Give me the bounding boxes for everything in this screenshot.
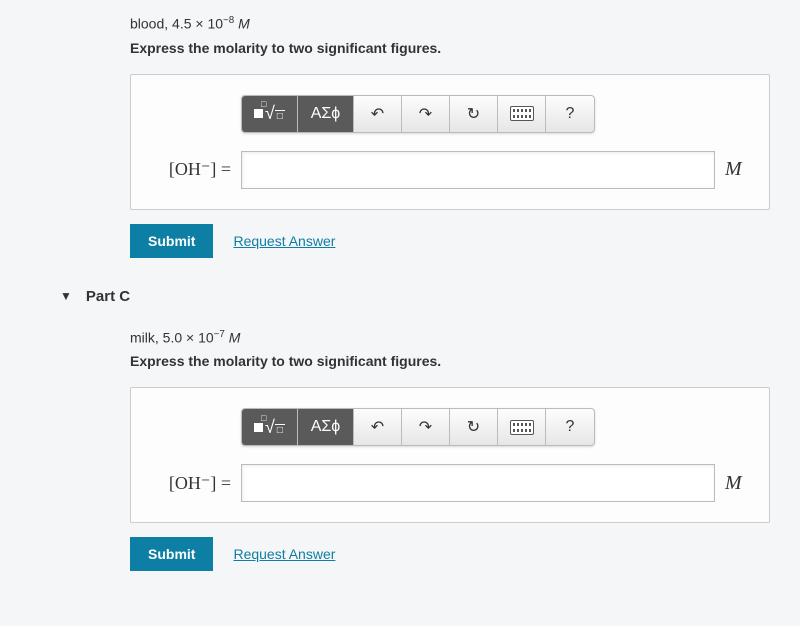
prompt-unit: M [229, 329, 241, 345]
partc-toolbar: □ √□ ΑΣϕ ↶ ↷ ↻ ? [241, 408, 749, 446]
prompt-substance: milk, [130, 329, 163, 345]
partc-submit-row: Submit Request Answer [130, 537, 770, 571]
lhs-label: [OH⁻] = [151, 473, 231, 494]
partc-title: Part C [86, 288, 130, 305]
partc-prompt: milk, 5.0 × 10−7 M [130, 329, 770, 346]
redo-button[interactable]: ↷ [402, 96, 450, 132]
submit-button[interactable]: Submit [130, 537, 213, 571]
keyboard-button[interactable] [498, 96, 546, 132]
root-icon: □ √□ [265, 103, 285, 124]
placeholder-icon [254, 109, 263, 118]
undo-button[interactable]: ↶ [354, 96, 402, 132]
math-template-button[interactable]: □ √□ [242, 96, 298, 132]
root-icon: □ √□ [265, 417, 285, 438]
partb-submit-row: Submit Request Answer [130, 224, 770, 258]
partb-toolbar: □ √□ ΑΣϕ ↶ ↷ ↻ ? [241, 95, 749, 133]
keyboard-icon [510, 420, 534, 435]
unit-label: M [725, 472, 749, 495]
unit-label: M [725, 158, 749, 181]
partc-input-row: [OH⁻] = M [151, 464, 749, 502]
collapse-chevron-icon[interactable]: ▼ [60, 289, 72, 303]
math-template-button[interactable]: □ √□ [242, 409, 298, 445]
placeholder-icon [254, 423, 263, 432]
prompt-exponent: −7 [214, 329, 225, 340]
prompt-coeff: 4.5 × 10 [172, 16, 223, 32]
greek-button[interactable]: ΑΣϕ [298, 96, 354, 132]
partc-header: ▼ Part C [60, 288, 770, 305]
partb-answer-input[interactable] [241, 151, 715, 189]
redo-button[interactable]: ↷ [402, 409, 450, 445]
keyboard-icon [510, 106, 534, 121]
reset-button[interactable]: ↻ [450, 96, 498, 132]
lhs-label: [OH⁻] = [151, 159, 231, 180]
partc-answer-input[interactable] [241, 464, 715, 502]
prompt-exponent: −8 [223, 15, 234, 26]
partb-answer-box: □ √□ ΑΣϕ ↶ ↷ ↻ ? [OH⁻] = M [130, 74, 770, 210]
toolbar-group: □ √□ ΑΣϕ ↶ ↷ ↻ ? [241, 95, 595, 133]
prompt-coeff: 5.0 × 10 [163, 329, 214, 345]
partb-input-row: [OH⁻] = M [151, 151, 749, 189]
greek-button[interactable]: ΑΣϕ [298, 409, 354, 445]
toolbar-group: □ √□ ΑΣϕ ↶ ↷ ↻ ? [241, 408, 595, 446]
help-button[interactable]: ? [546, 96, 594, 132]
partb-instruction: Express the molarity to two significant … [130, 40, 770, 56]
submit-button[interactable]: Submit [130, 224, 213, 258]
prompt-substance: blood, [130, 16, 172, 32]
partc-instruction: Express the molarity to two significant … [130, 353, 770, 369]
keyboard-button[interactable] [498, 409, 546, 445]
reset-button[interactable]: ↻ [450, 409, 498, 445]
help-button[interactable]: ? [546, 409, 594, 445]
undo-button[interactable]: ↶ [354, 409, 402, 445]
partc-answer-box: □ √□ ΑΣϕ ↶ ↷ ↻ ? [OH⁻] = M [130, 387, 770, 523]
prompt-unit: M [238, 16, 250, 32]
partb-prompt: blood, 4.5 × 10−8 M [130, 15, 770, 32]
request-answer-link[interactable]: Request Answer [233, 546, 335, 562]
request-answer-link[interactable]: Request Answer [233, 233, 335, 249]
